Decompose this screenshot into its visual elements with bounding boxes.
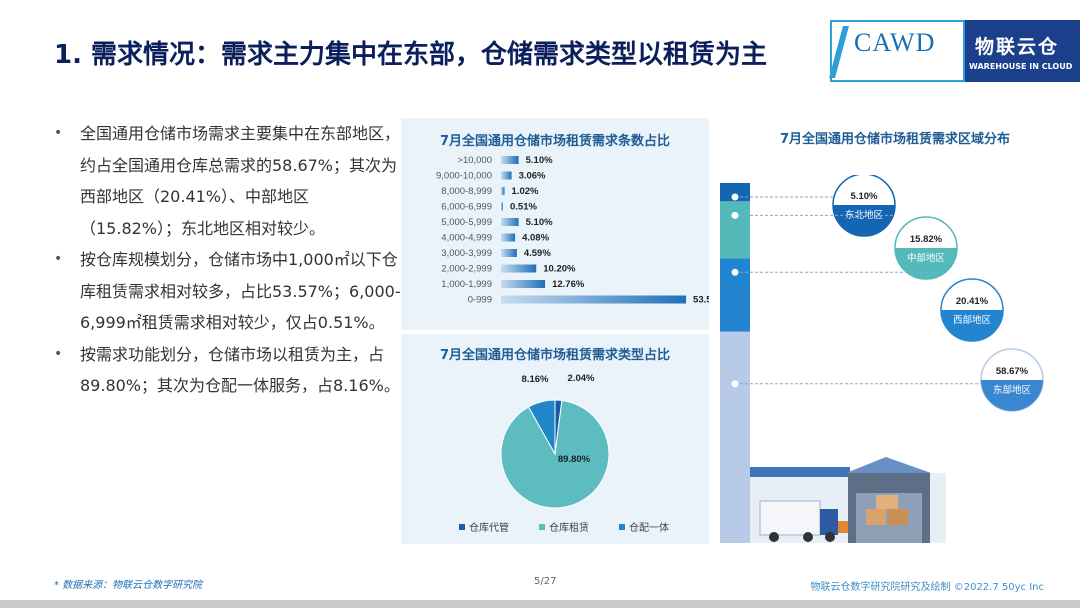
region-name-label: 中部地区 <box>907 252 946 264</box>
bar-category-label: 8,000-8,999 <box>441 186 492 197</box>
region-marker <box>730 267 740 277</box>
pie-slice-label: 2.04% <box>568 373 595 384</box>
cargo-box <box>888 509 908 525</box>
bar-value-label: 1.02% <box>512 186 539 197</box>
summary-bullets: • 全国通用仓储市场需求主要集中在东部地区，约占全国通用仓库总需求的58.67%；… <box>54 118 404 402</box>
page-number: 5/27 <box>534 576 557 587</box>
pie-slice-label: 8.16% <box>522 374 549 385</box>
bar-value-label: 12.76% <box>552 279 585 290</box>
cargo-box <box>876 495 898 509</box>
pie-legend-label: 仓库代管 <box>469 521 509 534</box>
region-bubble-fill <box>895 248 957 279</box>
bar-value-label: 5.10% <box>526 217 553 228</box>
bar-category-label: 2,000-2,999 <box>441 264 492 275</box>
pie-slice-label: 89.80% <box>558 454 591 465</box>
pie-legend-swatch <box>459 524 465 530</box>
type-pie-chart-panel: 7月全国通用仓储市场租赁需求类型占比 2.04% 89.80% 8.16% 仓库代管 仓… <box>401 334 709 544</box>
size-bar-chart-title: 7月全国通用仓储市场租赁需求条数占比 <box>439 134 671 149</box>
pie-legend-label: 仓配一体 <box>629 521 669 534</box>
bottom-divider <box>0 600 1080 608</box>
bar-value-label: 4.59% <box>524 248 551 259</box>
bar-value-label: 10.20% <box>543 264 576 275</box>
type-pie-chart: 2.04% 89.80% 8.16% 仓库代管 仓库租赁 仓配一体 <box>459 373 669 534</box>
warehouse-roof <box>846 457 931 473</box>
bar <box>501 295 687 304</box>
brand-logos: CAWD 物联云仓 WAREHOUSE IN CLOUD <box>829 20 1080 82</box>
bar-category-label: >10,000 <box>457 155 492 166</box>
warehouse-in-cloud-logo: 物联云仓 WAREHOUSE IN CLOUD <box>965 20 1080 82</box>
truck-trailer <box>759 500 821 536</box>
bar-category-label: 6,000-6,999 <box>441 202 492 213</box>
bar-value-label: 3.06% <box>519 171 546 182</box>
forklift <box>838 521 848 533</box>
bar-category-label: 0-999 <box>468 295 492 306</box>
bar-category-label: 5,000-5,999 <box>441 217 492 228</box>
bar <box>501 171 512 180</box>
bullet-text: 按需求功能划分，仓储市场以租赁为主，占89.80%；其次为仓配一体服务，占8.1… <box>80 344 400 396</box>
bar-category-label: 3,000-3,999 <box>441 248 492 259</box>
region-name-label: 西部地区 <box>953 314 992 326</box>
cawd-logo-text: CAWD <box>854 28 936 57</box>
bar-value-label: 0.51% <box>510 202 537 213</box>
bar-category-label: 4,000-4,999 <box>441 233 492 244</box>
pie-legend-swatch <box>539 524 545 530</box>
bar <box>501 187 505 195</box>
cawd-logo: CAWD <box>829 20 965 82</box>
size-bar-chart-panel: 7月全国通用仓储市场租赁需求条数占比 >10,000 5.10% 9,000-10,… <box>401 118 709 330</box>
bar <box>501 202 503 211</box>
region-segment <box>720 331 750 543</box>
bar-value-label: 4.08% <box>522 233 549 244</box>
region-value-label: 58.67% <box>996 366 1029 377</box>
bar-category-label: 1,000-1,999 <box>441 279 492 290</box>
truck-wheel <box>825 532 835 542</box>
bullet-item: • 全国通用仓储市场需求主要集中在东部地区，约占全国通用仓库总需求的58.67%；… <box>54 124 401 238</box>
footer-credit: 物联云仓数字研究院研究及绘制 ©2022.7 50yc Inc <box>810 582 1044 593</box>
pie-slice <box>527 399 556 456</box>
bar-value-label: 53.57% <box>693 295 709 306</box>
truck-cab <box>820 509 838 535</box>
bar <box>501 218 519 226</box>
bullet-item: • 按需求功能划分，仓储市场以租赁为主，占89.80%；其次为仓配一体服务，占8.… <box>54 344 400 396</box>
bullet-text: 按仓库规模划分，仓储市场中1,000㎡以下仓库租赁需求相对较多，占比53.57%… <box>80 250 401 332</box>
region-marker <box>730 210 740 220</box>
data-source: * 数据来源：物联云仓数字研究院 <box>54 580 203 591</box>
warehouse-illustration <box>750 457 946 543</box>
region-marker <box>730 379 740 389</box>
cargo-box <box>866 509 886 525</box>
region-bubble-fill <box>833 205 895 236</box>
region-marker <box>730 192 740 202</box>
bar-value-label: 5.10% <box>526 155 553 166</box>
pie-legend-swatch <box>619 524 625 530</box>
type-pie-chart-title: 7月全国通用仓储市场租赁需求类型占比 <box>439 348 671 363</box>
bar <box>501 249 517 257</box>
region-name-label: 东北地区 <box>845 209 884 221</box>
warehouse-roof-left <box>750 467 850 477</box>
region-value-label: 20.41% <box>956 296 989 307</box>
page-title: 1. 需求情况：需求主力集中在东部，仓储需求类型以租赁为主 <box>54 40 768 70</box>
bar <box>501 280 546 288</box>
region-value-label: 15.82% <box>910 234 943 245</box>
bullet-item: • 按仓库规模划分，仓储市场中1,000㎡以下仓库租赁需求相对较多，占比53.57… <box>54 250 401 332</box>
bar <box>501 156 519 164</box>
region-bubble-fill <box>941 310 1003 341</box>
bar <box>501 233 516 242</box>
truck-wheel <box>769 532 779 542</box>
pie-legend-label: 仓库租赁 <box>549 521 589 534</box>
region-bubble-fill <box>981 380 1043 411</box>
bar-category-label: 9,000-10,000 <box>436 171 492 182</box>
region-name-label: 东部地区 <box>993 384 1032 396</box>
bar <box>501 264 537 273</box>
wlc-logo-en: WAREHOUSE IN CLOUD <box>969 62 1073 71</box>
region-chart: 5.10% 东北地区 15.82% 中部地区 20.41% 西部地区 58.67% 东部地区 <box>720 175 1044 543</box>
truck-wheel <box>803 532 813 542</box>
region-chart-title: 7月全国通用仓储市场租赁需求区域分布 <box>779 132 1011 147</box>
wlc-logo-cn: 物联云仓 <box>975 36 1060 58</box>
region-value-label: 5.10% <box>851 191 878 202</box>
size-bar-chart: >10,000 5.10% 9,000-10,000 3.06% 8,000-8,999… <box>436 155 709 306</box>
region-segment <box>720 201 750 259</box>
bullet-text: 全国通用仓储市场需求主要集中在东部地区，约占全国通用仓库总需求的58.67%；其… <box>80 124 401 238</box>
